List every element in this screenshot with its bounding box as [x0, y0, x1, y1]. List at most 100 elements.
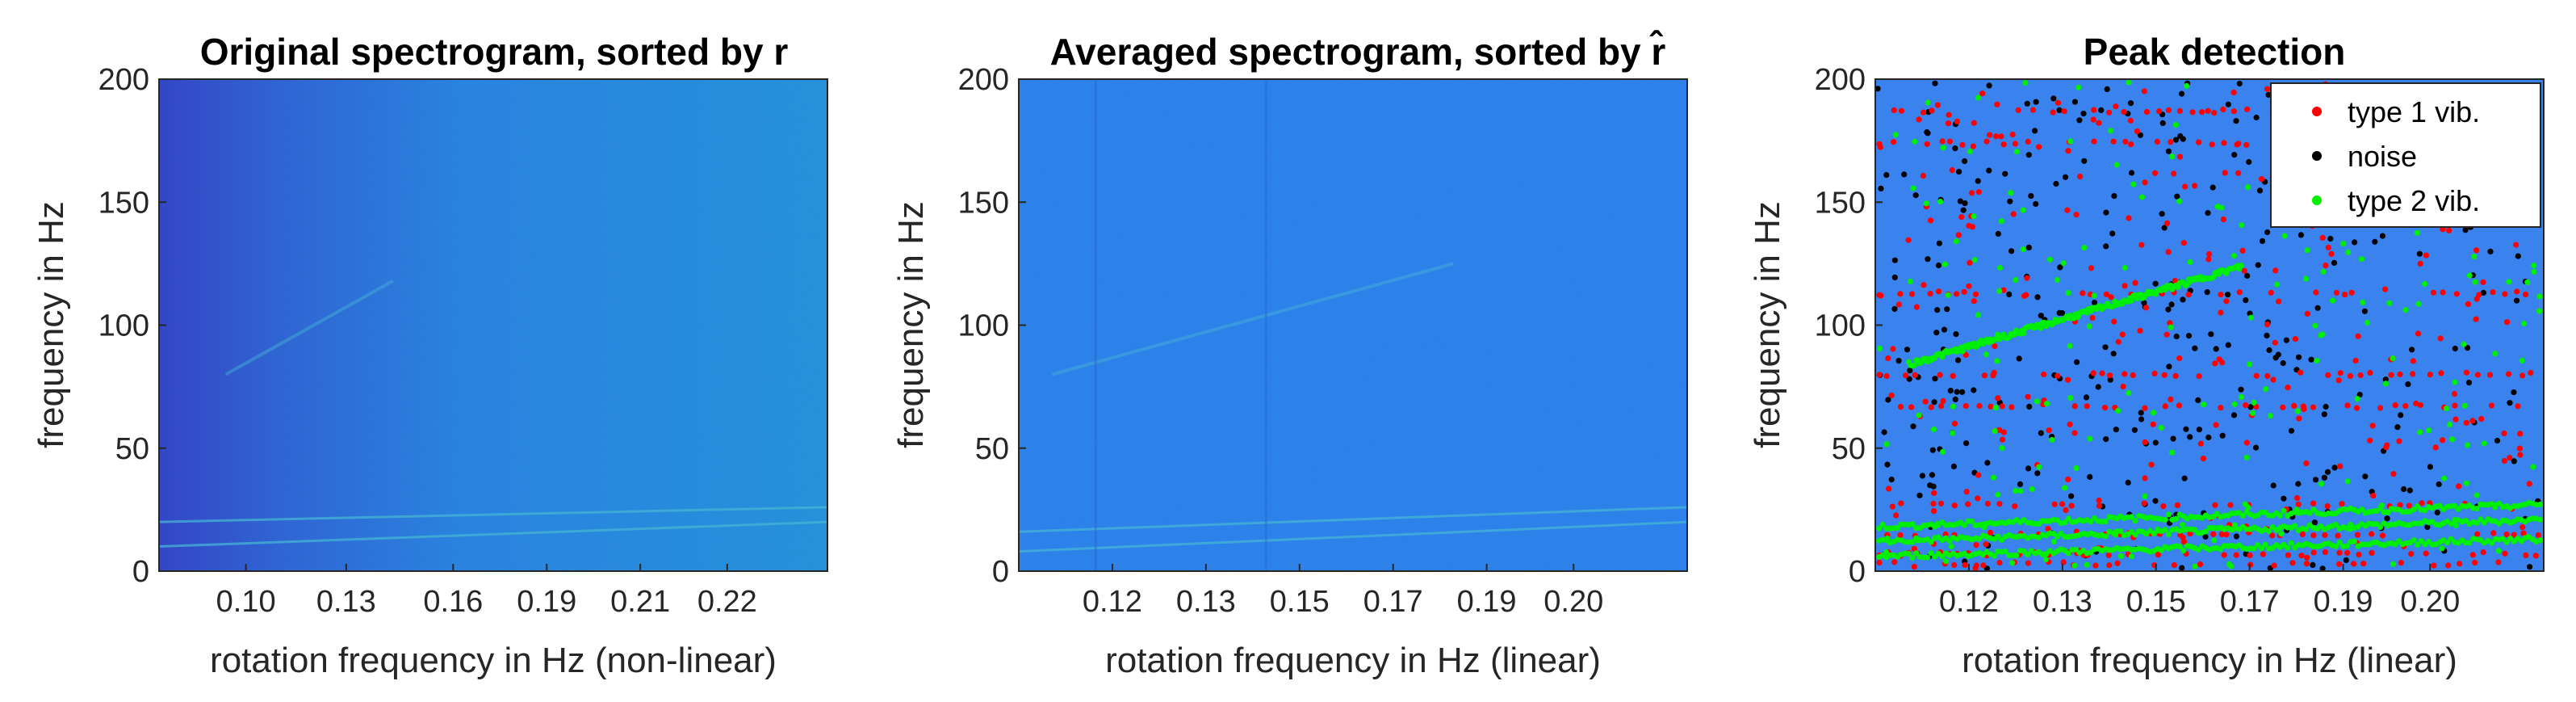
type2-point [2038, 325, 2044, 331]
type1-point [1954, 291, 1960, 297]
type1-point [1983, 541, 1989, 548]
noise-point [1901, 171, 1908, 178]
type1-point [2507, 455, 2513, 461]
type2-point [2441, 475, 2448, 481]
type1-point [2328, 250, 2335, 257]
type2-point [2054, 276, 2060, 284]
type2-point [2036, 464, 2042, 470]
noise-point [2081, 158, 2088, 164]
noise-point [2111, 193, 2117, 200]
type1-point [1955, 232, 1962, 238]
noise-point [1984, 460, 1991, 466]
type1-point [2294, 494, 2301, 502]
type1-point [2071, 403, 2078, 410]
noise-point [2384, 515, 2390, 522]
noise-point [2113, 427, 2119, 433]
type1-point [2324, 503, 2331, 510]
type2-point [1969, 518, 1975, 524]
type1-point [2504, 319, 2511, 326]
noise-point [2343, 557, 2349, 564]
x-tick-label: 0.13 [2033, 585, 2092, 619]
noise-point [1883, 172, 1890, 179]
type1-point [2111, 318, 2117, 325]
type1-point [2319, 234, 2326, 241]
type1-point [2523, 291, 2529, 298]
type1-point [2344, 549, 2351, 557]
type1-point [2301, 406, 2307, 413]
type1-point [2067, 421, 2073, 428]
legend-label-type2: type 2 vib. [2348, 184, 2480, 217]
noise-point [2233, 118, 2239, 124]
type1-point [1929, 107, 1935, 114]
type1-point [2397, 502, 2403, 508]
type1-point [2419, 500, 2425, 507]
noise-point [2280, 359, 2286, 367]
type1-point [2367, 369, 2373, 376]
type1-point [2264, 372, 2271, 380]
type2-point [2168, 324, 2174, 330]
type1-point [2453, 291, 2460, 297]
type1-point [2456, 483, 2462, 490]
noise-point [2104, 86, 2110, 92]
type2-point [2075, 84, 2082, 90]
y-tick-label: 200 [98, 63, 149, 97]
type1-point [2353, 405, 2360, 411]
type2-point [2452, 522, 2459, 529]
type1-point [2080, 290, 2086, 296]
type2-point [2312, 322, 2318, 329]
type1-point [2297, 369, 2304, 376]
panel2-spectral-lines [1018, 79, 1688, 571]
noise-point [2208, 331, 2214, 338]
y-tick-label: 50 [115, 432, 149, 466]
type2-point [2176, 544, 2183, 550]
type2-point [2184, 281, 2190, 288]
type1-point [2142, 439, 2148, 446]
type1-point [2360, 561, 2367, 567]
type1-point [2270, 376, 2277, 383]
type1-point [1938, 403, 1945, 410]
type1-point [2110, 138, 2117, 145]
type1-point [2092, 562, 2099, 569]
type2-point [2443, 406, 2449, 412]
type1-point [2197, 440, 2204, 447]
type2-point [2113, 532, 2119, 538]
type1-point [2218, 309, 2224, 316]
type2-point [2347, 526, 2353, 532]
type1-point [2501, 430, 2507, 437]
type1-point [2406, 502, 2412, 509]
type1-point [2325, 372, 2331, 378]
type1-point [1908, 404, 1915, 410]
type1-point [2304, 310, 2310, 317]
noise-point [2372, 238, 2378, 245]
noise-point [1916, 492, 1923, 498]
type2-point [2348, 521, 2354, 528]
type2-point [1998, 536, 2004, 544]
type1-point [2230, 89, 2237, 95]
panel3-points [1874, 79, 2543, 572]
type1-point [2165, 249, 2172, 255]
type1-point [2103, 291, 2109, 297]
noise-point [2324, 469, 2331, 475]
noise-point [1936, 240, 1942, 246]
type1-point [2142, 179, 2148, 186]
x-tick-label: 0.17 [1363, 585, 1423, 619]
type2-point [1930, 427, 1937, 433]
type2-point [2520, 320, 2528, 327]
type1-point [2068, 502, 2075, 509]
noise-point [1960, 207, 1967, 213]
type1-point [2336, 549, 2343, 556]
type2-point [1981, 524, 1987, 531]
noise-point [2025, 152, 2032, 158]
type1-point [2440, 437, 2446, 443]
type1-point [2073, 212, 2080, 218]
type1-point [2192, 183, 2198, 189]
noise-point [2056, 107, 2063, 113]
type1-point [2271, 562, 2277, 569]
noise-point [2323, 403, 2329, 410]
type1-point [2335, 377, 2342, 384]
type2-point [2162, 527, 2168, 533]
type1-point [2172, 372, 2179, 379]
noise-point [2310, 561, 2316, 569]
type2-point [2481, 519, 2487, 526]
type2-point [2422, 280, 2428, 287]
